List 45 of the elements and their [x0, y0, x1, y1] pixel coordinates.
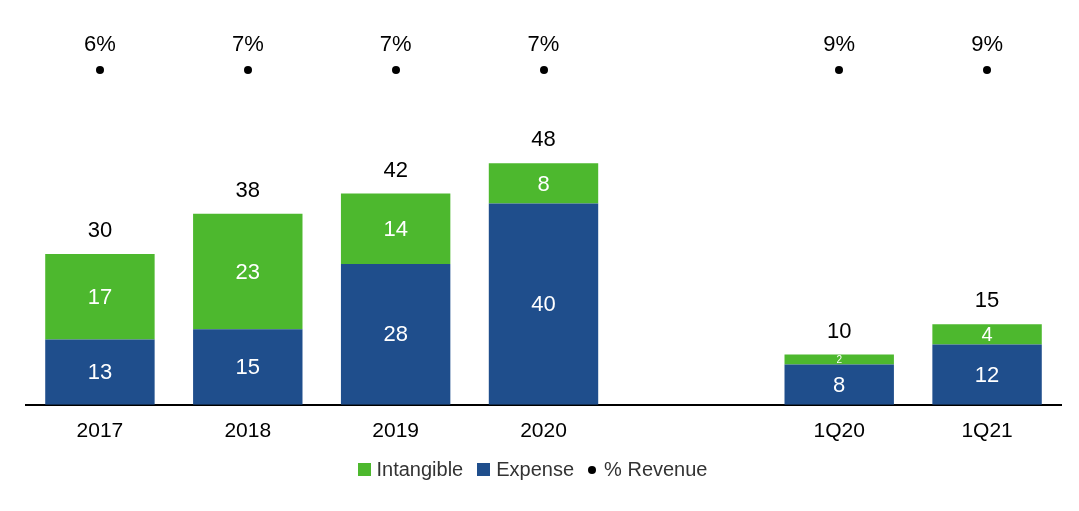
bar — [45, 253, 155, 340]
text: % Revenue — [604, 458, 708, 481]
total-label: 42 — [383, 156, 408, 182]
data-label: 15 — [235, 354, 261, 380]
bar — [193, 213, 303, 330]
x-tick-label: 2019 — [372, 418, 419, 442]
text: 6% — [84, 31, 116, 57]
total-label: 38 — [235, 176, 261, 202]
data-label: 8 — [833, 371, 846, 397]
text: 7% — [527, 31, 560, 57]
total-label: 48 — [531, 126, 556, 152]
bar — [488, 203, 599, 405]
bar — [784, 354, 894, 365]
total-label: 10 — [826, 317, 852, 343]
bar — [193, 329, 303, 405]
bar — [488, 163, 599, 204]
bar — [932, 344, 1042, 405]
text: 9% — [823, 31, 856, 57]
text: 9% — [971, 31, 1003, 57]
bar — [932, 324, 1042, 345]
data-label: 14 — [383, 215, 408, 241]
data-label: 17 — [87, 283, 113, 309]
x-tick-label: 1Q20 — [813, 418, 865, 442]
legend-label: Intangible — [375, 458, 464, 481]
bar — [784, 364, 894, 405]
x-tick-label: 2017 — [76, 418, 124, 442]
data-label: 2 — [836, 354, 843, 366]
data-label: 23 — [235, 258, 261, 284]
data-label: 13 — [87, 359, 113, 385]
legend-label: Expense — [495, 458, 575, 481]
bar — [340, 263, 451, 405]
total-label: 30 — [87, 216, 113, 242]
data-label: 12 — [974, 361, 1000, 387]
data-label: 4 — [981, 322, 993, 345]
text: 7% — [231, 31, 264, 57]
x-tick-label: 2018 — [224, 418, 272, 442]
total-label: 15 — [974, 287, 1000, 313]
data-label: 8 — [537, 170, 550, 196]
data-label: 28 — [383, 321, 408, 347]
text: 7% — [379, 31, 412, 57]
bar — [45, 339, 155, 405]
x-tick-label: 2020 — [520, 418, 567, 442]
data-label: 40 — [531, 291, 556, 317]
bar — [340, 193, 451, 264]
x-tick-label: 1Q21 — [961, 418, 1013, 442]
